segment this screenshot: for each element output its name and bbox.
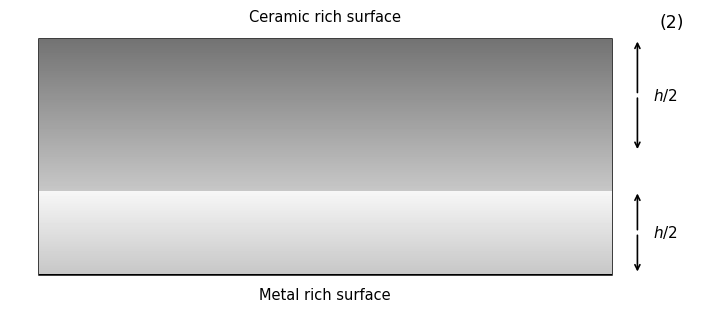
Text: $z_{ns}$: $z_{ns}$ <box>190 121 209 134</box>
Text: Metal rich surface: Metal rich surface <box>259 288 390 303</box>
Bar <box>39 39 611 274</box>
Text: $C$: $C$ <box>431 163 444 179</box>
Text: $\mathbf{\it{h}}$$/2$: $\mathbf{\it{h}}$$/2$ <box>653 224 677 241</box>
Text: $z_{ms}$: $z_{ms}$ <box>102 168 124 181</box>
Text: Neutral surface: Neutral surface <box>302 131 404 144</box>
Text: Ceramic rich surface: Ceramic rich surface <box>249 10 401 25</box>
Text: Middle surface: Middle surface <box>302 170 399 183</box>
Text: $\mathbf{\it{h}}$$/2$: $\mathbf{\it{h}}$$/2$ <box>653 87 677 104</box>
Text: (2): (2) <box>660 14 684 32</box>
